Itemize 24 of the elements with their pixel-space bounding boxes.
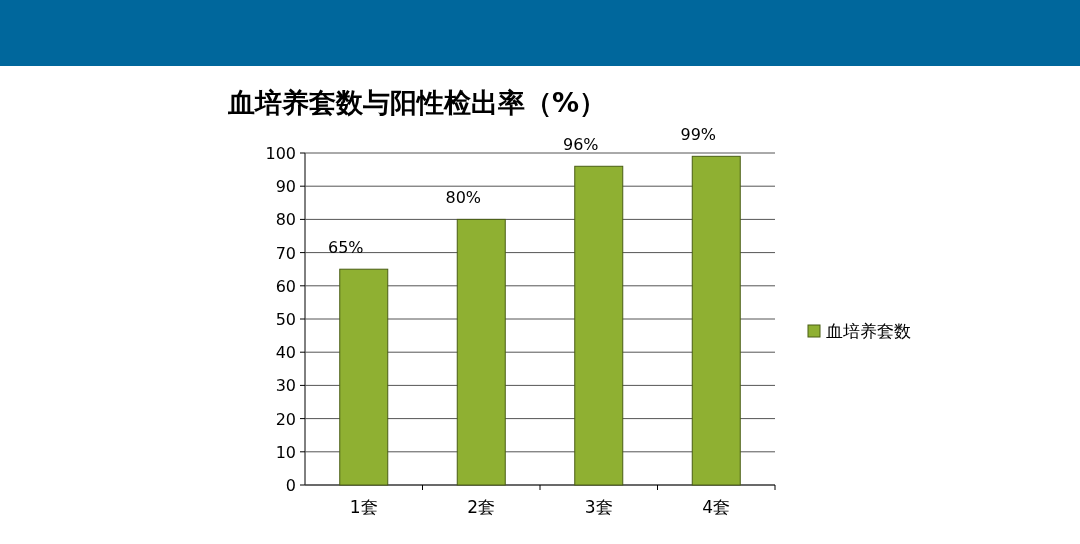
y-tick-label: 100 bbox=[265, 144, 296, 163]
data-label: 80% bbox=[445, 188, 482, 208]
y-tick-label: 80 bbox=[275, 210, 296, 230]
x-tick-label: 4套 bbox=[702, 497, 731, 517]
legend-label: 血培养套数 bbox=[826, 321, 911, 341]
y-tick-label: 10 bbox=[275, 442, 296, 462]
y-tick-label: 90 bbox=[275, 177, 296, 197]
y-tick-label: 30 bbox=[275, 376, 296, 396]
y-tick-label: 70 bbox=[275, 243, 296, 263]
data-label: 96% bbox=[562, 135, 599, 155]
y-tick-label: 60 bbox=[275, 276, 296, 296]
data-label: 99% bbox=[680, 125, 717, 145]
y-tick-label: 50 bbox=[275, 310, 296, 329]
x-tick-label: 2套 bbox=[467, 497, 496, 517]
bar bbox=[456, 218, 506, 486]
y-tick-label: 20 bbox=[275, 409, 296, 429]
bar bbox=[574, 165, 624, 486]
y-tick-label: 40 bbox=[275, 343, 296, 363]
bar bbox=[691, 155, 741, 486]
chart-title: 血培养套数与阳性检出率（%） bbox=[227, 87, 607, 118]
x-tick-label: 3套 bbox=[584, 497, 613, 517]
y-tick-label: 0 bbox=[285, 476, 296, 495]
x-tick-label: 1套 bbox=[349, 497, 378, 517]
bar bbox=[339, 268, 389, 486]
